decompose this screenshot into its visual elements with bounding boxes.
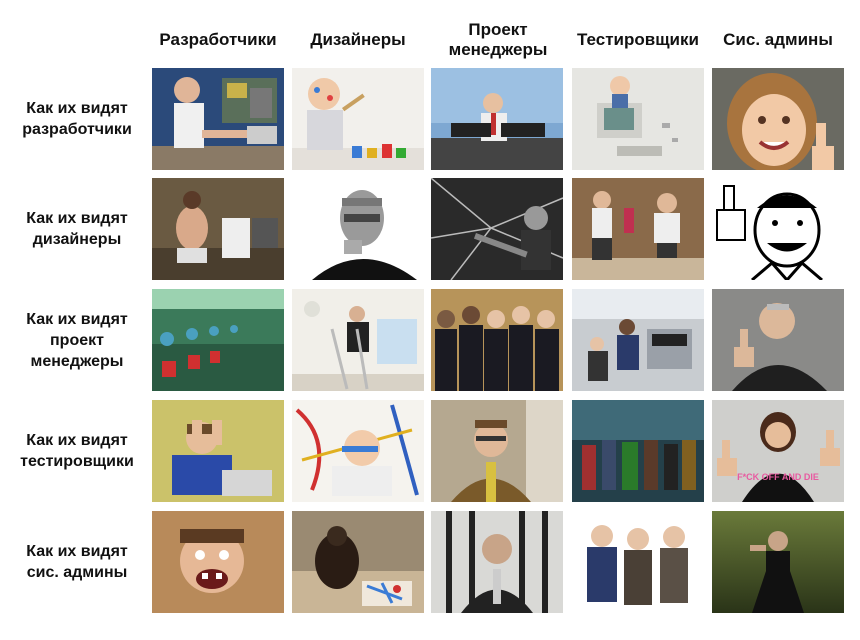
- photo-man-on-ladder-painting: [292, 289, 424, 391]
- photo-man-behind-bars: [431, 511, 563, 613]
- photo-man-middle-finger-grey: [712, 289, 844, 391]
- photo-goofy-man-missing-teeth: [152, 511, 284, 613]
- row-header-sysadmins-view: Как их видят сис. админы: [26, 543, 128, 581]
- photo-man-smashing-glass: [431, 178, 563, 280]
- photo-developer-at-workbench: [152, 68, 284, 170]
- photo-baby-with-paint: [292, 400, 424, 502]
- photo-office-man-glasses: [431, 400, 563, 502]
- column-header-project-managers: Проект менеджеры: [448, 20, 548, 59]
- row-header-designers-view: Как их видят дизайнеры: [26, 210, 128, 248]
- row-header-project-managers-view: Как их видят проект менеджеры: [26, 310, 128, 370]
- photo-three-stooges: [572, 511, 704, 613]
- column-header-designers: Дизайнеры: [310, 30, 406, 49]
- photo-girl-showing-finger: [712, 68, 844, 170]
- tshirt-text: F*CK OFF AND DIE: [737, 472, 819, 482]
- photo-chimp-painting: [292, 511, 424, 613]
- photo-stressed-man-laptop: [152, 400, 284, 502]
- row-header-developers-view: Как их видят разработчики: [22, 100, 132, 138]
- column-header-sysadmins: Сис. админы: [723, 30, 833, 49]
- photo-man-at-computer-room: [152, 178, 284, 280]
- photo-manager-feet-on-desk: [431, 68, 563, 170]
- photo-baby-on-computer: [572, 68, 704, 170]
- photo-presidents-group: [431, 289, 563, 391]
- photo-matrix-neo: [712, 511, 844, 613]
- photo-airport-security: [572, 289, 704, 391]
- photo-portrait-black-white: [292, 178, 424, 280]
- photo-superhero-team: [572, 400, 704, 502]
- photo-mall-cop-segway: [572, 178, 704, 280]
- photo-woman-shirt-finger: F*CK OFF AND DIE: [712, 400, 844, 502]
- column-header-developers: Разработчики: [159, 30, 277, 49]
- photo-child-painting: [292, 68, 424, 170]
- photo-factory-workers-line: [152, 289, 284, 391]
- row-header-testers-view: Как их видят тестировщики: [20, 432, 134, 470]
- column-header-testers: Тестировщики: [577, 30, 699, 49]
- photo-cartoon-middle-finger: [712, 178, 844, 280]
